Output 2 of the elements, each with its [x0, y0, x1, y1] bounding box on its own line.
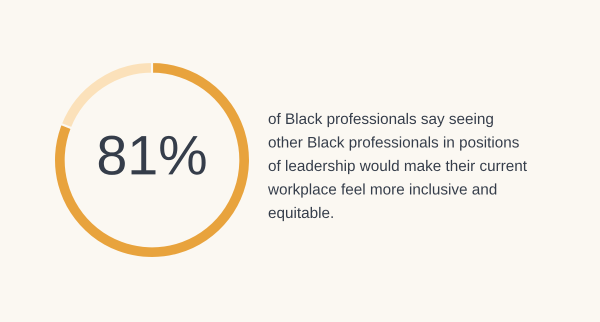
- text: of Black professionals say seeing other Black professionals in positions of leadership would make their current workplace feel more inclusive and equitable.: [268, 112, 527, 222]
- data-label: 81%: [98, 136, 206, 175]
